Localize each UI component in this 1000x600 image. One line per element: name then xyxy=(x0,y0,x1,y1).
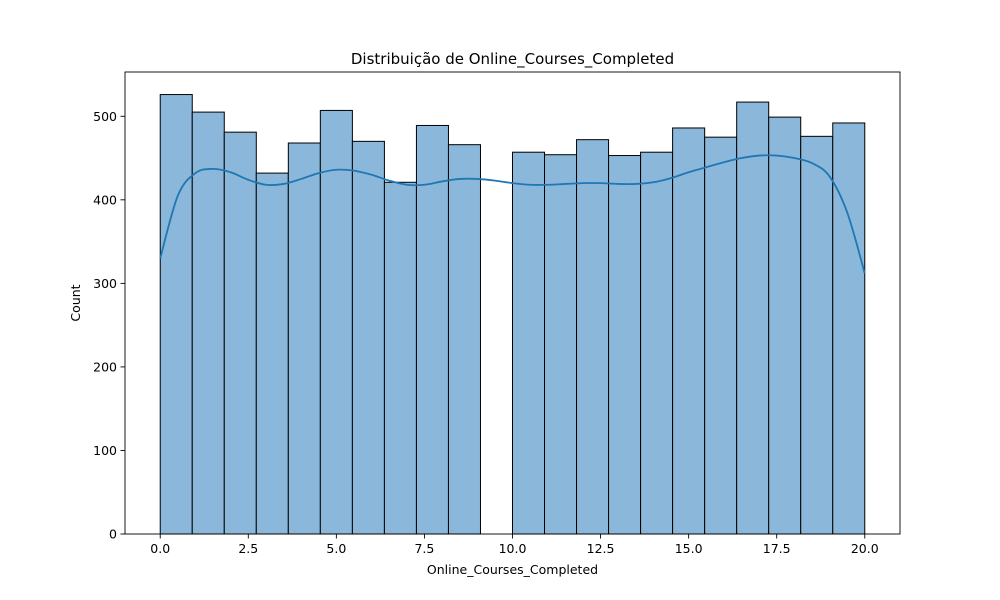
x-tick-label: 2.5 xyxy=(238,541,258,556)
x-tick-label: 15.0 xyxy=(675,541,703,556)
y-tick-label: 200 xyxy=(93,359,117,374)
x-tick-label: 5.0 xyxy=(326,541,346,556)
histogram-bar-12 xyxy=(544,154,578,535)
x-tick-label: 0.0 xyxy=(150,541,170,556)
histogram-bar-11 xyxy=(512,151,546,535)
histogram-bar-7 xyxy=(383,181,417,535)
kde-line xyxy=(159,154,866,274)
histogram-bar-16 xyxy=(672,127,706,535)
histogram-bar-8 xyxy=(415,124,449,535)
y-tick-label: 0 xyxy=(109,527,117,542)
x-axis-ticks: 0.0 2.5 5.0 7.5 10.0 12.5 15.0 17.5 20.0 xyxy=(150,534,879,556)
histogram-bar-3 xyxy=(255,172,289,535)
histogram-bar-15 xyxy=(640,151,674,535)
histogram-bar-4 xyxy=(287,142,321,535)
y-tick-label: 100 xyxy=(93,443,117,458)
histogram-bar-17 xyxy=(704,136,738,535)
bars-layer xyxy=(159,94,866,535)
histogram-bar-5 xyxy=(319,109,353,535)
x-tick-label: 7.5 xyxy=(414,541,434,556)
histogram-bar-0 xyxy=(159,94,193,535)
y-axis-label: Count xyxy=(68,284,83,321)
x-tick-label: 20.0 xyxy=(851,541,879,556)
histogram-bar-2 xyxy=(223,131,257,535)
histogram-bar-1 xyxy=(191,111,225,535)
histogram-bar-9 xyxy=(447,144,481,535)
x-axis-label: Online_Courses_Completed xyxy=(427,562,598,577)
x-tick-label: 17.5 xyxy=(763,541,791,556)
x-tick-label: 10.0 xyxy=(499,541,527,556)
y-axis-ticks: 0 100 200 300 400 500 xyxy=(93,109,125,542)
chart-title: Distribuição de Online_Courses_Completed xyxy=(351,50,674,69)
histogram-bar-14 xyxy=(608,155,642,535)
histogram-bar-13 xyxy=(576,139,610,535)
y-tick-label: 400 xyxy=(93,192,117,207)
histogram-bar-21 xyxy=(832,122,866,535)
y-tick-label: 500 xyxy=(93,109,117,124)
y-tick-label: 300 xyxy=(93,276,117,291)
histogram-bar-19 xyxy=(768,116,802,535)
histogram-bar-20 xyxy=(800,135,834,535)
histogram-bar-18 xyxy=(736,101,770,535)
x-tick-label: 12.5 xyxy=(587,541,615,556)
histogram-bar-6 xyxy=(351,140,385,535)
